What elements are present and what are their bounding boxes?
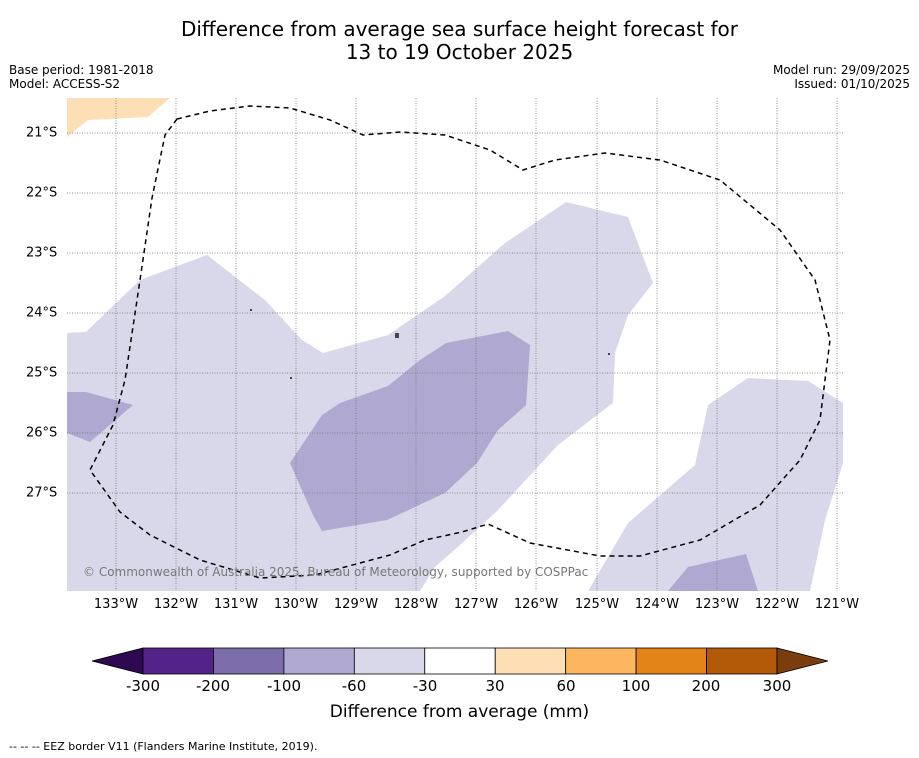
colorbar-tick: 100 <box>621 677 651 695</box>
region-medium-lavender-west <box>67 392 133 442</box>
colorbar-tick: 300 <box>762 677 792 695</box>
model-name: Model: ACCESS-S2 <box>9 77 121 91</box>
lon-label: 126°W <box>513 597 559 612</box>
colorbar-bin <box>353 647 426 675</box>
colorbar-tick: 30 <box>485 677 505 695</box>
region-light-lavender-east <box>588 378 843 591</box>
title-line-1: Difference from average sea surface heig… <box>180 17 739 41</box>
lat-label: 25°S <box>26 365 58 381</box>
region-light-orange-northwest <box>67 98 170 137</box>
graticule <box>67 98 843 591</box>
lat-label: 26°S <box>26 425 58 441</box>
meta-right: Model run: 29/09/2025 Issued: 01/10/2025 <box>773 63 910 91</box>
lat-label: 23°S <box>26 245 58 261</box>
lon-label: 127°W <box>453 597 499 612</box>
lon-label: 124°W <box>634 597 680 612</box>
colorbar-bin <box>142 647 214 675</box>
colorbar-bin <box>424 647 496 675</box>
eez-border <box>89 105 831 579</box>
island-speck <box>608 353 610 355</box>
title-line-2: 13 to 19 October 2025 <box>345 40 574 64</box>
island-speck <box>250 309 252 311</box>
colorbar-bin <box>565 647 637 675</box>
colorbar-label: Difference from average (mm) <box>329 702 590 722</box>
lon-label: 132°W <box>153 597 199 612</box>
anomaly-fields <box>67 98 843 591</box>
colorbar-bins <box>142 647 778 675</box>
colorbar-bin <box>213 647 285 675</box>
colorbar-tick: 200 <box>691 677 721 695</box>
colorbar-tick: 60 <box>556 677 576 695</box>
lat-label: 27°S <box>26 485 58 501</box>
lat-label: 21°S <box>26 125 58 141</box>
lon-label: 130°W <box>273 597 319 612</box>
colorbar-bin <box>706 647 778 675</box>
colorbar-tick: -300 <box>125 677 161 695</box>
colorbar-tick: -100 <box>266 677 302 695</box>
lon-label: 125°W <box>574 597 620 612</box>
colorbar-tick: -200 <box>195 677 231 695</box>
lon-label: 133°W <box>93 597 139 612</box>
island-speck <box>395 333 399 338</box>
colorbar-tick: -30 <box>412 677 438 695</box>
region-medium-lavender-southeast <box>668 554 758 591</box>
base-period: Base period: 1981-2018 <box>9 63 154 77</box>
lon-label: 129°W <box>333 597 379 612</box>
colorbar-over-triangle <box>776 647 829 675</box>
colorbar-bin <box>635 647 707 675</box>
meta-left: Base period: 1981-2018 Model: ACCESS-S2 <box>9 63 154 91</box>
issued-date: Issued: 01/10/2025 <box>794 77 910 91</box>
lon-label: 121°W <box>814 597 860 612</box>
lon-label: 131°W <box>213 597 259 612</box>
colorbar-under-triangle <box>91 647 144 675</box>
colorbar-bin <box>494 647 567 675</box>
colorbar <box>91 647 829 675</box>
model-run: Model run: 29/09/2025 <box>772 63 910 77</box>
lon-label: 128°W <box>393 597 439 612</box>
island-speck <box>290 377 292 379</box>
copyright-text: © Commonwealth of Australia 2025, Bureau… <box>83 565 589 579</box>
map-title: Difference from average sea surface heig… <box>0 18 919 64</box>
colorbar-tick: -60 <box>341 677 367 695</box>
lat-label: 22°S <box>26 185 58 201</box>
colorbar-bin <box>283 647 355 675</box>
eez-footnote: -- -- -- EEZ border V11 (Flanders Marine… <box>9 740 318 753</box>
lat-label: 24°S <box>26 305 58 321</box>
lon-label: 123°W <box>694 597 740 612</box>
lon-label: 122°W <box>754 597 800 612</box>
region-medium-lavender-central <box>290 331 530 531</box>
